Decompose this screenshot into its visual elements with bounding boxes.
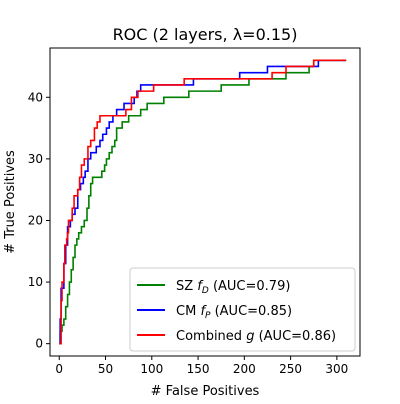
plot-frame	[49, 47, 361, 357]
plot-area: 0 50 100 150 200 250 300 0 10 20 30 40	[28, 47, 361, 376]
x-axis-label: # False Positives	[151, 384, 260, 399]
x-tick-label: 300	[325, 362, 348, 376]
legend-series-name: Combined	[176, 329, 246, 344]
legend: SZ fD (AUC=0.79)CM fP (AUC=0.85)Combined…	[129, 267, 356, 352]
y-tick-label: 0	[35, 337, 43, 351]
legend-auc-label: (AUC=0.79)	[209, 279, 291, 294]
y-tick-label: 10	[28, 275, 43, 289]
legend-entry-cm: CM fP (AUC=0.85)	[176, 304, 292, 321]
series-line-combined	[59, 59, 347, 345]
legend-math-symbol: f	[197, 279, 204, 294]
series-layer	[59, 59, 347, 345]
x-tick-label: 50	[98, 362, 113, 376]
x-tick-label: 0	[55, 362, 63, 376]
y-tick-label: 30	[28, 152, 43, 166]
x-tick-label: 150	[187, 362, 210, 376]
legend-auc-label: (AUC=0.85)	[210, 304, 292, 319]
legend-box	[129, 267, 356, 352]
x-tick-label: 100	[140, 362, 163, 376]
x-axis: 0 50 100 150 200 250 300	[55, 356, 348, 376]
y-axis-label: # True Positives	[3, 150, 18, 254]
legend-auc-label: (AUC=0.86)	[254, 329, 336, 344]
legend-series-name: SZ	[176, 279, 197, 294]
x-tick-label: 200	[233, 362, 256, 376]
x-tick-label: 250	[279, 362, 302, 376]
legend-series-name: CM	[176, 304, 200, 319]
y-axis: 0 10 20 30 40	[28, 90, 50, 351]
legend-math-symbol: f	[200, 304, 207, 319]
legend-entry-sz: SZ fD (AUC=0.79)	[176, 279, 290, 296]
legend-math-symbol: g	[246, 329, 254, 344]
chart-title: ROC (2 layers, λ=0.15)	[113, 25, 298, 44]
y-tick-label: 40	[28, 90, 43, 104]
y-tick-label: 20	[28, 213, 43, 227]
legend-math-subscript: D	[202, 286, 209, 296]
series-line-sz	[59, 59, 347, 345]
legend-math-subscript: P	[205, 311, 211, 321]
legend-entry-combined: Combined g (AUC=0.86)	[176, 329, 336, 344]
